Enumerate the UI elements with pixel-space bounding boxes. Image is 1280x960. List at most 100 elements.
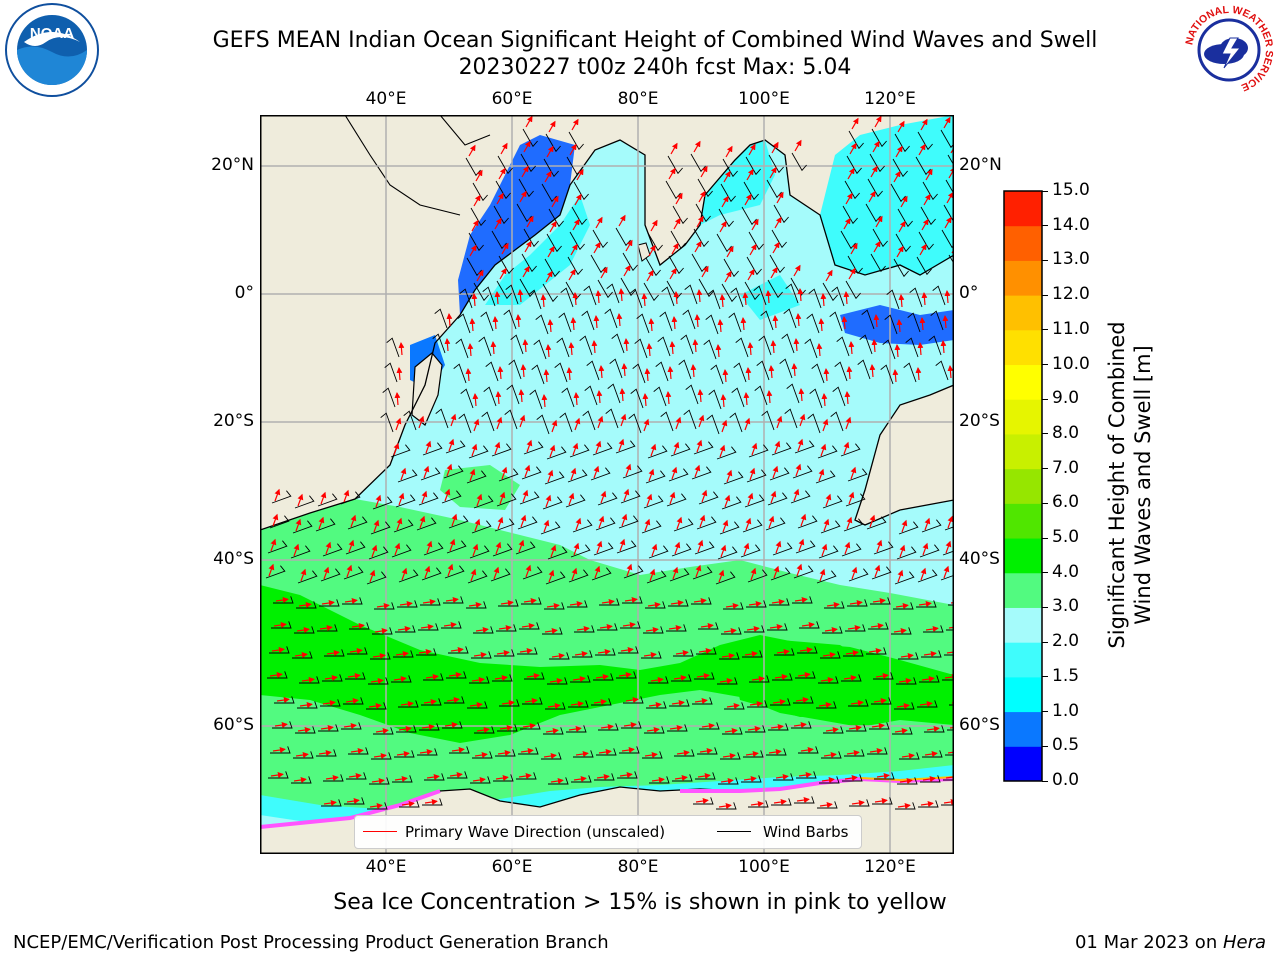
wave-direction-arrow	[444, 722, 458, 728]
wave-direction-arrow	[724, 494, 731, 508]
wave-direction-arrow	[273, 622, 287, 628]
vector-field	[265, 115, 954, 810]
wave-direction-arrow	[300, 568, 307, 582]
wave-direction-arrow	[398, 342, 405, 356]
wind-barb	[636, 313, 650, 334]
wave-direction-arrow	[523, 598, 537, 604]
wave-direction-arrow	[851, 117, 859, 130]
wave-direction-arrow	[325, 541, 332, 555]
wave-direction-arrow	[372, 653, 386, 659]
wave-direction-arrow	[694, 314, 701, 328]
wind-barb	[694, 541, 715, 555]
wind-barb	[420, 598, 441, 606]
wave-direction-arrow	[726, 469, 733, 483]
colorbar-title-line2: Wind Waves and Swell [m]	[1131, 345, 1155, 625]
wave-direction-arrow	[418, 649, 432, 655]
wave-direction-arrow	[673, 291, 680, 305]
lat-label-right: 0°	[959, 283, 979, 303]
wave-direction-arrow	[494, 291, 501, 305]
colorbar-segment	[1004, 572, 1042, 608]
wave-direction-arrow	[923, 193, 931, 206]
wind-barb	[586, 360, 600, 381]
wave-direction-arrow	[268, 563, 275, 577]
wind-barb	[535, 314, 549, 335]
wind-barb	[506, 384, 520, 405]
wave-direction-arrow	[496, 192, 504, 205]
wind-barb	[491, 443, 512, 457]
wave-direction-arrow	[747, 342, 754, 356]
wind-barb	[918, 800, 939, 808]
wave-direction-arrow	[897, 569, 904, 583]
wave-direction-arrow	[467, 343, 474, 357]
wave-direction-arrow	[573, 392, 580, 406]
wave-direction-arrow	[551, 195, 559, 208]
colorbar-tick	[1042, 502, 1048, 504]
wave-direction-arrow	[793, 488, 800, 502]
colorbar-segment	[1004, 503, 1042, 539]
wind-barb	[671, 674, 692, 682]
wave-direction-arrow	[669, 267, 677, 280]
wind-barb	[715, 571, 736, 585]
wave-direction-arrow	[575, 751, 589, 757]
wave-direction-arrow	[550, 544, 557, 558]
wind-barb	[909, 287, 923, 308]
wave-direction-arrow	[597, 415, 604, 429]
wind-barb	[267, 540, 288, 554]
wind-barb	[871, 566, 892, 580]
wind-barb	[523, 441, 544, 455]
coastline	[260, 139, 954, 531]
wind-barb	[697, 747, 718, 755]
wave-direction-arrow	[871, 339, 878, 353]
wind-barb	[591, 567, 612, 581]
wave-direction-arrow	[469, 468, 476, 482]
wave-direction-arrow	[697, 389, 704, 403]
wave-direction-arrow	[748, 143, 756, 156]
wind-barb	[698, 278, 714, 298]
wave-direction-arrow	[551, 653, 565, 659]
wind-barb	[315, 518, 336, 532]
wave-direction-arrow	[619, 388, 626, 402]
wave-direction-arrow	[515, 314, 522, 328]
wind-barb	[842, 205, 858, 225]
colorbar-tick	[1042, 190, 1048, 192]
wind-barb	[556, 337, 570, 358]
wave-direction-arrow	[574, 417, 581, 431]
wave-direction-arrow	[696, 215, 704, 228]
wind-barb	[922, 750, 943, 758]
wind-barb	[606, 283, 620, 304]
wave-direction-arrow	[646, 343, 653, 357]
wind-barb	[874, 772, 895, 780]
wave-direction-arrow	[424, 799, 438, 805]
wind-barb	[495, 180, 511, 200]
wind-barb	[678, 359, 692, 380]
wind-barb	[673, 649, 694, 657]
wind-barb	[274, 696, 295, 704]
wind-barb	[422, 798, 443, 806]
wave-direction-arrow	[593, 699, 607, 705]
wind-barb	[473, 282, 489, 302]
wind-barb	[849, 799, 870, 807]
wind-barb	[460, 388, 474, 409]
wind-barb	[434, 308, 448, 329]
wave-direction-arrow	[571, 118, 579, 131]
wave-direction-arrow	[274, 488, 281, 502]
wave-direction-arrow	[520, 748, 534, 754]
wind-barb	[542, 496, 563, 510]
wind-barb	[294, 495, 315, 509]
wind-barb	[546, 233, 562, 253]
wind-barb	[391, 544, 412, 558]
wind-barb	[648, 676, 669, 684]
wave-direction-arrow	[496, 416, 503, 430]
wave-direction-arrow	[947, 365, 954, 379]
wind-barb	[698, 491, 719, 505]
wave-direction-arrow	[773, 799, 787, 805]
wave-direction-arrow	[893, 170, 901, 183]
wave-direction-arrow	[668, 167, 676, 180]
wave-direction-arrow	[720, 394, 727, 408]
wind-barb	[448, 646, 469, 654]
wave-direction-arrow	[546, 603, 560, 609]
wave-direction-arrow	[497, 366, 504, 380]
wave-direction-arrow	[649, 568, 656, 582]
wave-direction-arrow	[548, 120, 556, 133]
wave-direction-arrow	[725, 145, 733, 158]
